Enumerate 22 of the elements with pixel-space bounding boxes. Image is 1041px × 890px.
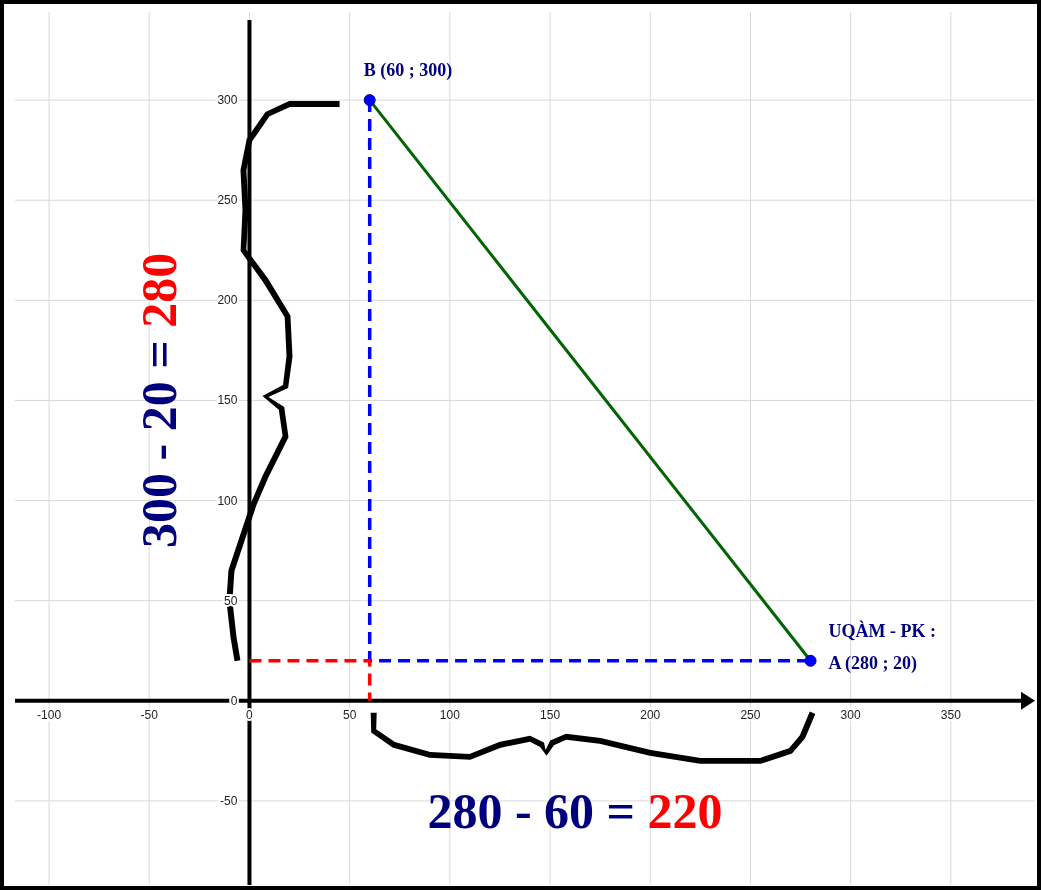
x-tick-label: 300 [840,707,861,722]
y-tick-label: 50 [224,593,238,608]
annotation: UQÀM - PK : A (280 ; 20) [828,619,937,674]
annotation: 280 - 60 = 220 [427,783,723,839]
x-tick-label: 0 [246,707,254,722]
x-tick-label: -100 [37,707,62,722]
y-tick-label: 250 [217,193,238,208]
annotation: B (60 ; 300) [363,60,453,82]
y-tick-label: -50 [220,793,238,808]
y-tick-label: 300 [217,93,238,108]
x-tick-label: 350 [940,707,962,722]
x-tick-label: 150 [540,707,561,722]
x-tick-label: 250 [740,707,761,722]
y-tick-label: 0 [230,693,238,708]
x-tick-label: 200 [640,707,661,722]
x-tick-label: 50 [342,707,357,722]
y-tick-label: 200 [217,293,238,308]
x-tick-label: -50 [140,707,159,722]
y-tick-label: 150 [217,393,238,408]
annotation: 300 - 20 = 280 [131,252,187,549]
y-tick-label: 100 [217,493,238,508]
x-tick-label: 100 [439,707,461,722]
